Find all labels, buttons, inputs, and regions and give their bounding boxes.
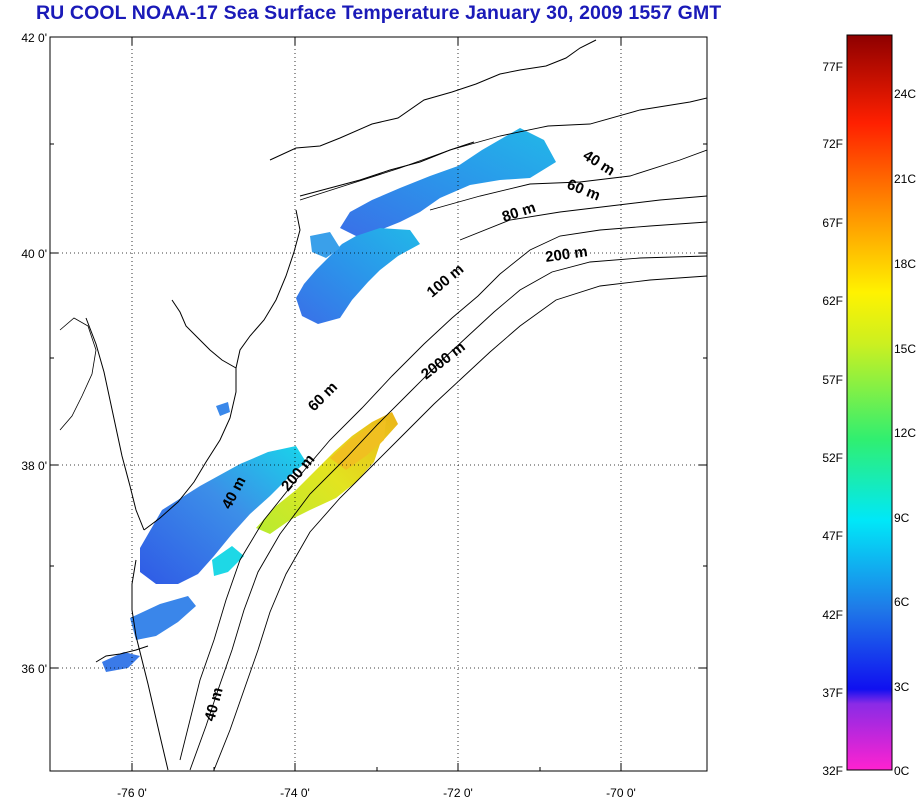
sst-patch-long-island-shelf (296, 228, 420, 324)
coastline (85, 39, 597, 771)
cbar-c-15: 15C (894, 342, 916, 356)
cbar-f-62: 62F (822, 294, 843, 308)
grid-lines (50, 37, 707, 771)
isobath-line-60m (429, 149, 707, 211)
isobath-line-nearshore (299, 97, 707, 201)
cbar-c-24: 24C (894, 87, 916, 101)
lon-label-70: -70 0' (606, 786, 636, 800)
isobath-line-80m (459, 195, 707, 241)
colorbar-gradient (846, 34, 893, 771)
axis-ticks (50, 36, 707, 771)
cbar-c-21: 21C (894, 172, 916, 186)
map-area: 42 0' 40 0' 38 0' 36 0' -76 0' -74 0' -7… (21, 31, 708, 800)
sst-patch-pamlico (102, 652, 140, 672)
coastline-delmarva (143, 368, 237, 531)
coastline-nc-inner (95, 645, 149, 663)
cbar-f-47: 47F (822, 529, 843, 543)
isobath-line-slope (213, 275, 707, 771)
cbar-f-67: 67F (822, 216, 843, 230)
colorbar-celsius-labels: 24C 21C 18C 15C 12C 9C 6C 3C 0C (894, 87, 916, 778)
lat-label-38: 38 0' (21, 459, 47, 473)
lat-label-36: 36 0' (21, 662, 47, 676)
sst-patches (102, 128, 556, 672)
lon-label-76: -76 0' (117, 786, 147, 800)
cbar-c-3: 3C (894, 680, 910, 694)
map-frame (49, 36, 708, 772)
inland-bay-outline (59, 317, 97, 431)
cbar-f-52: 52F (822, 451, 843, 465)
coastline-new-england (269, 39, 597, 161)
cbar-c-6: 6C (894, 595, 910, 609)
lon-label-72: -72 0' (443, 786, 473, 800)
coastline-new-jersey (235, 209, 301, 369)
sst-patch-delmarva (216, 402, 230, 416)
lon-label-74: -74 0' (280, 786, 310, 800)
sst-patch-shelf-fragment (212, 546, 244, 576)
coastline-delaware-bay (171, 299, 237, 369)
cbar-c-0: 0C (894, 764, 910, 778)
sst-patch-new-england (340, 128, 556, 238)
coastline-chesapeake (85, 317, 145, 531)
isobath-label-200m-north: 200 m (544, 243, 588, 266)
lat-label-40: 40 0' (21, 247, 47, 261)
isobath-line-shelf (179, 221, 707, 761)
cbar-c-12: 12C (894, 426, 916, 440)
cbar-c-9: 9C (894, 511, 910, 525)
isobath-lines (179, 97, 707, 771)
cbar-f-42: 42F (822, 608, 843, 622)
coastline-virginia (131, 559, 169, 771)
lon-axis-labels: -76 0' -74 0' -72 0' -70 0' (117, 786, 636, 800)
lat-axis-labels: 42 0' 40 0' 38 0' 36 0' (21, 31, 47, 676)
temperature-colorbar: 77F 72F 67F 62F 57F 52F 47F 42F 37F 32F … (822, 34, 916, 778)
cbar-f-37: 37F (822, 686, 843, 700)
sst-patch-jersey-strip (310, 232, 340, 258)
chart-title: RU COOL NOAA-17 Sea Surface Temperature … (36, 2, 722, 24)
colorbar-fahrenheit-labels: 77F 72F 67F 62F 57F 52F 47F 42F 37F 32F (822, 60, 843, 778)
sst-patch-outer-banks (130, 596, 196, 640)
coastline-long-island (299, 141, 475, 197)
cbar-f-57: 57F (822, 373, 843, 387)
cbar-c-18: 18C (894, 257, 916, 271)
cbar-f-77: 77F (822, 60, 843, 74)
cbar-f-72: 72F (822, 137, 843, 151)
lat-label-42: 42 0' (21, 31, 47, 45)
cbar-f-32: 32F (822, 764, 843, 778)
sst-patch-chesapeake-offshore (140, 446, 306, 584)
isobath-line-mid (189, 255, 707, 771)
